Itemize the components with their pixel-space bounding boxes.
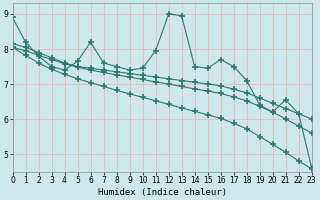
X-axis label: Humidex (Indice chaleur): Humidex (Indice chaleur) bbox=[98, 188, 227, 197]
